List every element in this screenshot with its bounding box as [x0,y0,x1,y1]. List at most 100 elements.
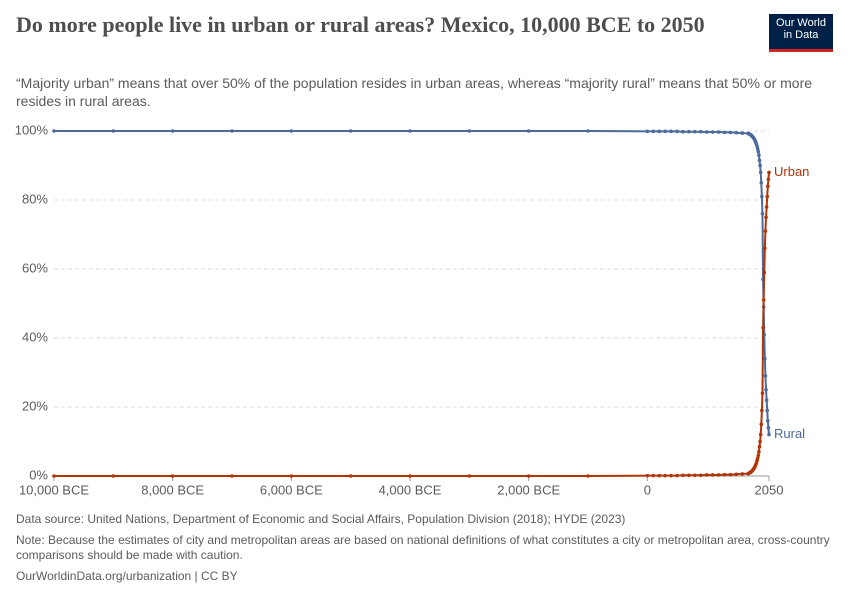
point [764,398,769,402]
point [586,474,590,478]
point [740,131,745,135]
point [348,129,353,133]
point [728,472,733,477]
point [758,432,763,437]
point [663,129,667,134]
x-tick-label: 0 [644,482,651,497]
point [681,473,685,478]
point [756,453,761,458]
point [767,170,771,175]
point [765,194,770,199]
point [693,473,697,478]
point [687,129,691,134]
point [722,130,727,135]
point [755,456,760,460]
point [766,177,771,182]
point [698,129,703,134]
x-tick-label: 2,000 BCE [497,482,560,497]
point [765,408,770,413]
point [645,473,650,478]
point [756,149,761,154]
point [716,473,721,477]
point [408,474,412,478]
point [763,374,768,378]
point [230,474,234,478]
point [651,473,656,478]
point [757,444,762,449]
logo-box: Our World in Data [776,17,826,41]
point [755,147,760,151]
point [763,356,767,361]
x-tick-label: 4,000 BCE [379,482,442,497]
point [675,129,679,134]
point [348,474,353,478]
point [52,474,56,478]
subtitle-box: “Majority urban” means that over 50% of … [16,75,813,109]
point [766,425,771,430]
y-tick-label: 0% [29,467,48,482]
point [760,408,764,413]
point [761,298,766,302]
point [526,129,531,133]
chart-subtitle: “Majority urban” means that over 50% of … [16,75,813,109]
point [693,129,697,134]
point [645,129,650,134]
point [289,129,294,133]
x-tick-label: 2050 [755,482,784,497]
point [734,472,739,477]
logo [769,14,833,52]
line [54,172,770,477]
point [675,473,679,478]
point [698,473,703,478]
point [170,129,175,133]
point [763,229,768,233]
point [467,129,472,133]
logo-text: Our World in Data [776,17,826,41]
point [716,130,721,134]
line [54,130,770,435]
point [763,246,767,251]
point [767,432,771,437]
x-tick-label: 8,000 BCE [141,482,204,497]
x-tick-label: 6,000 BCE [260,482,323,497]
chart-title: Do more people live in urban or rural ar… [16,12,705,37]
point [669,129,673,134]
point [764,205,769,209]
title-box: Do more people live in urban or rural ar… [16,12,705,37]
note: Note: Because the estimates of city and … [16,533,830,562]
source: Data source: United Nations, Department … [16,512,626,526]
point [728,130,733,135]
series-label: Urban [774,164,809,179]
point [586,129,590,133]
logo-bar [769,49,833,52]
point [681,129,685,134]
point [760,391,765,396]
point [704,473,709,477]
y-tick-label: 60% [22,260,48,275]
point [757,450,761,454]
point [710,130,715,134]
point [687,473,691,478]
point [52,129,56,133]
point [740,472,745,476]
point [710,473,715,477]
y-tick-label: 40% [22,329,48,344]
point [111,129,116,133]
point [760,194,764,199]
x-tick-label: 10,000 BCE [19,482,89,497]
footer: OurWorldinData.org/urbanization | CC BY [16,569,238,583]
point [766,419,770,423]
point [704,130,709,134]
point [761,325,765,330]
point [111,474,116,478]
point [734,130,739,135]
point [762,270,767,275]
point [657,473,662,478]
point [289,474,294,478]
point [467,474,472,478]
point [757,153,761,157]
point [766,184,770,188]
point [669,473,673,478]
source-box: Data source: United Nations, Department … [16,512,626,526]
